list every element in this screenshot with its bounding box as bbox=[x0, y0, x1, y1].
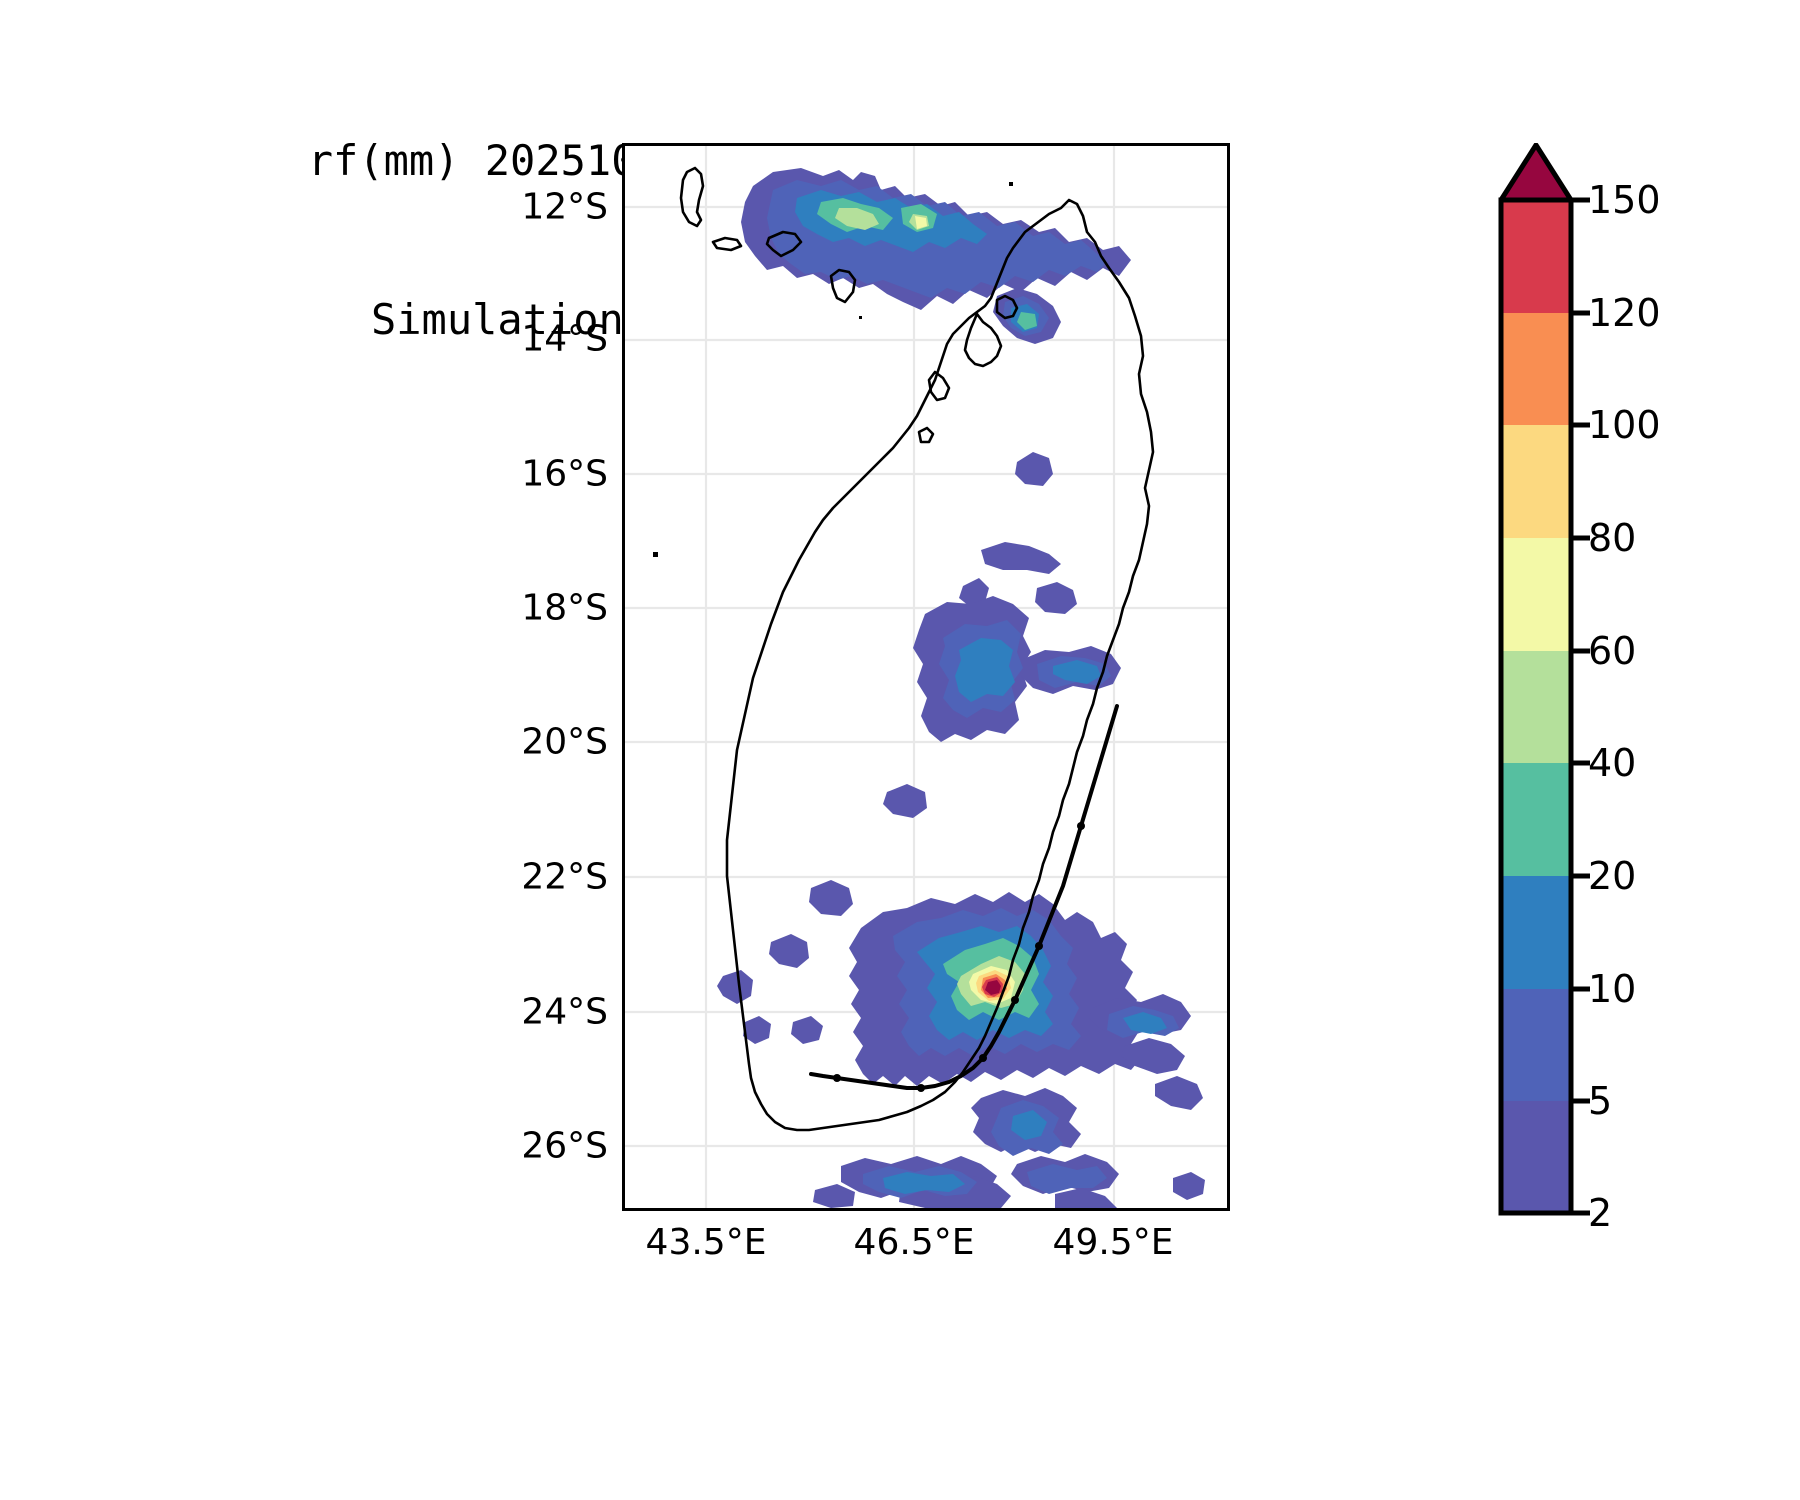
x-tick-label: 49.5°E bbox=[1052, 1222, 1174, 1263]
colorbar-band-2-5 bbox=[1501, 1101, 1571, 1213]
colorbar-tick-label: 80 bbox=[1588, 516, 1637, 560]
colorbar-extend-max-arrow bbox=[1498, 143, 1574, 203]
comoros-anjouan-icon bbox=[765, 230, 803, 258]
x-tick-label: 46.5°E bbox=[853, 1222, 975, 1263]
track-markers bbox=[833, 822, 1085, 1092]
colorbar-tick-label: 60 bbox=[1588, 629, 1637, 673]
x-tick-label: 43.5°E bbox=[645, 1222, 767, 1263]
colorbar-outline bbox=[1498, 197, 1574, 1216]
colorbar-tick-label: 40 bbox=[1588, 741, 1637, 785]
y-tick-label: 24°S bbox=[521, 991, 608, 1033]
y-tick-label: 26°S bbox=[521, 1125, 608, 1167]
colorbar-band-60-80 bbox=[1501, 538, 1571, 651]
cyclone-track-icon bbox=[809, 704, 1119, 1090]
rainfall-band-over-150 bbox=[985, 980, 1001, 995]
map-axes bbox=[622, 143, 1230, 1211]
colorbar-tick-label: 120 bbox=[1588, 291, 1661, 335]
map-plot-area bbox=[625, 146, 1227, 1208]
colorbar-tick-label: 2 bbox=[1588, 1191, 1613, 1235]
nosy-be-bay-icon bbox=[963, 312, 1003, 368]
colorbar-tick-label: 150 bbox=[1588, 178, 1661, 222]
colorbar-tick-label: 100 bbox=[1588, 403, 1661, 447]
comoros-moheli-icon bbox=[711, 236, 743, 252]
colorbar-band-80-100 bbox=[1501, 425, 1571, 538]
y-tick-label: 18°S bbox=[521, 587, 608, 629]
colorbar-band-120-150 bbox=[1501, 200, 1571, 313]
colorbar-band-10-20 bbox=[1501, 876, 1571, 989]
antsiranana-bay-icon bbox=[995, 294, 1019, 320]
rainfall-contour-map bbox=[625, 146, 1227, 1208]
west-islet-icon bbox=[917, 426, 935, 444]
colorbar bbox=[1496, 143, 1596, 1218]
y-tick-label: 12°S bbox=[521, 186, 608, 228]
y-tick-label: 20°S bbox=[521, 721, 608, 763]
mayotte-icon bbox=[829, 268, 857, 304]
y-tick-label: 16°S bbox=[521, 453, 608, 495]
y-tick-label: 14°S bbox=[521, 318, 608, 360]
y-tick-label: 22°S bbox=[521, 856, 608, 898]
colorbar-band-20-40 bbox=[1501, 763, 1571, 876]
comoros-grande-comore-icon bbox=[679, 166, 705, 228]
colorbar-band-100-120 bbox=[1501, 313, 1571, 425]
colorbar-band-40-60 bbox=[1501, 651, 1571, 763]
colorbar-graphic bbox=[1498, 143, 1590, 1216]
colorbar-tick-label: 5 bbox=[1588, 1079, 1613, 1123]
colorbar-band-5-10 bbox=[1501, 989, 1571, 1101]
west-estuary-icon bbox=[927, 370, 951, 402]
coastlines bbox=[679, 166, 1155, 1132]
colorbar-tick-label: 20 bbox=[1588, 854, 1637, 898]
colorbar-tick-label: 10 bbox=[1588, 967, 1637, 1011]
colorbar-ticks bbox=[1571, 197, 1590, 1216]
madagascar-coastline-icon bbox=[725, 198, 1155, 1132]
map-specks bbox=[653, 182, 1013, 557]
